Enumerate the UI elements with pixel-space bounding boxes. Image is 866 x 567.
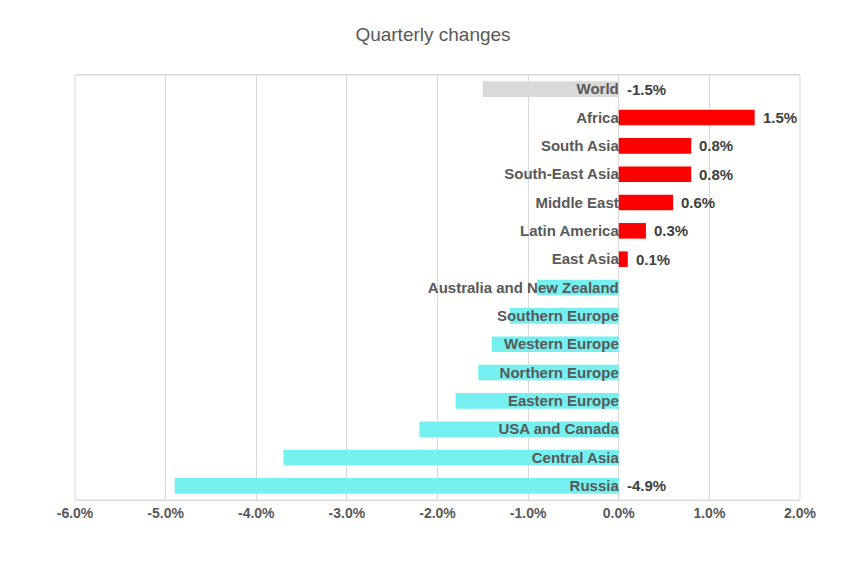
- svg-text:-1.5%: -1.5%: [627, 81, 666, 98]
- svg-text:0.8%: 0.8%: [699, 166, 733, 183]
- svg-text:0.6%: 0.6%: [681, 194, 715, 211]
- svg-text:Southern Europe: Southern Europe: [497, 307, 619, 324]
- svg-text:-5.0%: -5.0%: [147, 505, 184, 521]
- svg-text:East Asia: East Asia: [552, 250, 620, 267]
- svg-text:World: World: [577, 80, 619, 97]
- svg-text:Middle East: Middle East: [535, 194, 618, 211]
- svg-text:Western Europe: Western Europe: [504, 335, 619, 352]
- svg-text:0.8%: 0.8%: [699, 137, 733, 154]
- svg-text:0.1%: 0.1%: [636, 251, 670, 268]
- svg-text:-3.0%: -3.0%: [329, 505, 366, 521]
- svg-text:USA and Canada: USA and Canada: [498, 420, 619, 437]
- svg-text:Eastern Europe: Eastern Europe: [508, 392, 619, 409]
- svg-text:Russia: Russia: [570, 477, 620, 494]
- svg-text:Africa: Africa: [576, 109, 619, 126]
- svg-text:Australia and New Zealand: Australia and New Zealand: [428, 279, 619, 296]
- svg-text:Latin America: Latin America: [520, 222, 619, 239]
- svg-text:Quarterly changes: Quarterly changes: [355, 24, 510, 45]
- svg-text:-2.0%: -2.0%: [419, 505, 456, 521]
- svg-text:-6.0%: -6.0%: [57, 505, 94, 521]
- svg-text:1.5%: 1.5%: [763, 109, 797, 126]
- svg-text:-4.0%: -4.0%: [238, 505, 275, 521]
- svg-text:-1.0%: -1.0%: [510, 505, 547, 521]
- svg-text:Northern Europe: Northern Europe: [500, 364, 619, 381]
- svg-text:Central Asia: Central Asia: [532, 449, 620, 466]
- svg-text:1.0%: 1.0%: [693, 505, 725, 521]
- svg-text:0.3%: 0.3%: [654, 222, 688, 239]
- svg-text:South Asia: South Asia: [541, 137, 619, 154]
- svg-text:South-East Asia: South-East Asia: [504, 165, 619, 182]
- svg-text:2.0%: 2.0%: [784, 505, 816, 521]
- svg-text:0.0%: 0.0%: [603, 505, 635, 521]
- svg-text:-4.9%: -4.9%: [627, 477, 666, 494]
